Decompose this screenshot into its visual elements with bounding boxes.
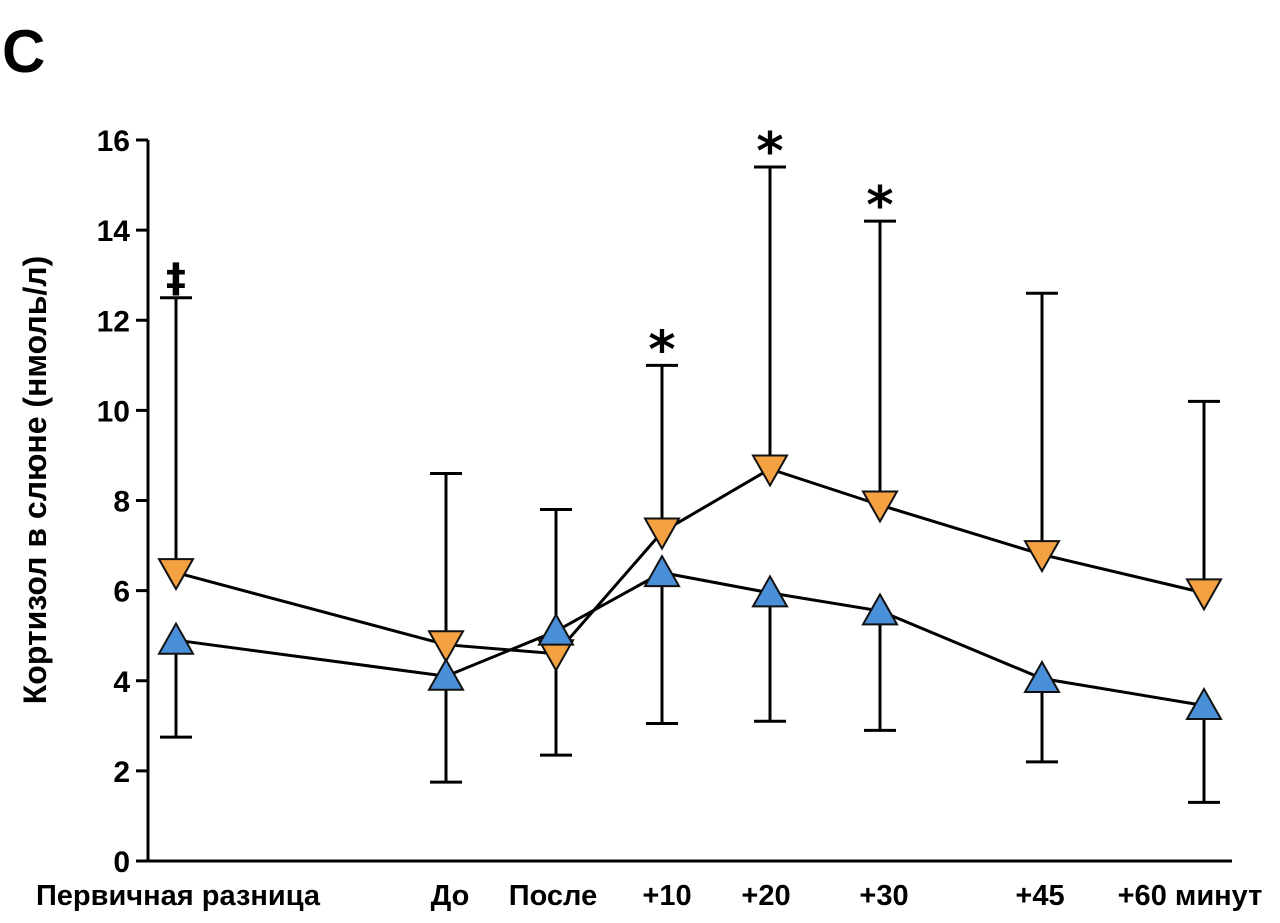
- x-tick-label: После: [509, 880, 597, 912]
- panel-label: C: [2, 18, 45, 85]
- data-points: [157, 454, 1223, 721]
- x-tick-label: +60 минут: [1118, 880, 1263, 912]
- x-tick-label: +10: [642, 880, 691, 912]
- y-tick-label: 14: [97, 215, 131, 248]
- triangle-down-marker: [643, 517, 681, 551]
- triangle-down-marker: [1023, 540, 1061, 574]
- significance-marker: ‡: [166, 256, 186, 302]
- error-bars: [160, 165, 1220, 804]
- triangle-up-marker: [751, 574, 789, 608]
- series-lines: [175, 467, 1205, 708]
- y-axis-label: Кортизол в слюне (нмоль/л): [17, 256, 53, 705]
- triangle-down-marker: [1185, 578, 1223, 612]
- x-tick-label: До: [431, 880, 470, 912]
- x-tick-label: Первичная разница: [36, 880, 321, 912]
- y-tick-label: 10: [97, 395, 130, 428]
- y-tick-label: 6: [113, 576, 130, 609]
- triangle-up-marker: [427, 657, 465, 691]
- triangle-up-marker: [537, 612, 575, 646]
- y-tick-label: 4: [113, 666, 130, 699]
- triangle-up-marker: [861, 592, 899, 626]
- triangle-up-marker: [157, 621, 195, 655]
- series-line: [175, 571, 1205, 708]
- triangle-down-marker: [861, 490, 899, 524]
- triangle-down-marker: [427, 630, 465, 664]
- y-tick-label: 16: [97, 125, 130, 158]
- significance-marker: *: [866, 176, 893, 236]
- y-tick-label: 2: [113, 756, 130, 789]
- axes: 0 2 4 6 8 10 12 14 16: [97, 125, 1232, 879]
- triangle-down-marker: [157, 558, 195, 592]
- triangle-up-marker: [1023, 659, 1061, 693]
- series-line: [175, 467, 1205, 656]
- x-tick-label: +20: [741, 880, 790, 912]
- x-tick-label: +30: [859, 880, 908, 912]
- significance-marker: *: [648, 320, 675, 380]
- triangle-up-marker: [643, 554, 681, 588]
- y-tick-label: 12: [97, 305, 130, 338]
- y-tick-label: 0: [113, 846, 130, 879]
- significance-annotations: ‡ * * *: [166, 122, 894, 380]
- triangle-up-marker: [1185, 687, 1223, 721]
- x-tick-label: +45: [1015, 880, 1064, 912]
- y-tick-label: 8: [113, 486, 130, 519]
- x-tick-labels: Первичная разница До После +10 +20 +30 +45 +60 …: [36, 880, 1262, 912]
- significance-marker: *: [756, 122, 783, 182]
- triangle-down-marker: [751, 454, 789, 488]
